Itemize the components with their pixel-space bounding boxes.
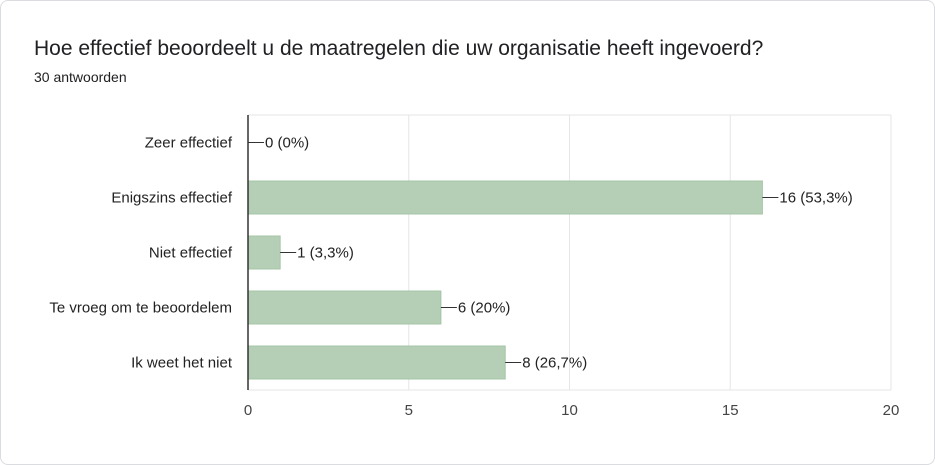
bar <box>247 180 763 215</box>
category-label: Enigszins effectief <box>111 190 232 207</box>
x-tick-label: 10 <box>561 402 578 419</box>
category-label: Ik weet het niet <box>131 355 233 372</box>
bar <box>247 235 281 270</box>
x-tick-label: 0 <box>244 402 252 419</box>
data-label: 16 (53,3%) <box>779 190 852 207</box>
x-tick-label: 15 <box>722 402 739 419</box>
data-label: 0 (0%) <box>265 135 309 152</box>
chart-title: Hoe effectief beoordeelt u de maatregele… <box>34 37 764 60</box>
data-label: 6 (20%) <box>458 300 511 317</box>
category-label: Zeer effectief <box>145 135 233 152</box>
data-label: 1 (3,3%) <box>297 245 354 262</box>
x-tick-label: 5 <box>405 402 413 419</box>
bar <box>247 290 442 325</box>
data-label: 8 (26,7%) <box>522 355 587 372</box>
category-label: Te vroeg om te beoordelem <box>49 300 232 317</box>
category-label: Niet effectief <box>149 245 233 262</box>
bar <box>247 345 506 380</box>
x-tick-label: 20 <box>883 402 900 419</box>
response-count: 30 antwoorden <box>34 69 127 85</box>
